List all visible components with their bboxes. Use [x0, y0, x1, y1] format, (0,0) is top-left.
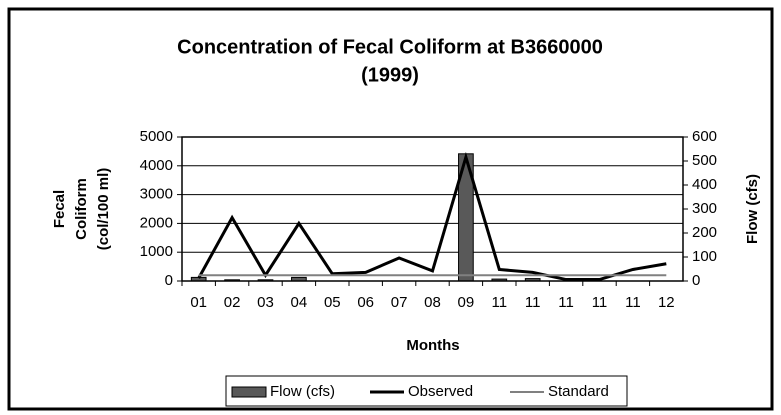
x-tick-label: 04 [291, 294, 308, 311]
y-axis-label: (col/100 ml) [95, 168, 112, 251]
y-tick-label: 0 [165, 272, 173, 289]
x-tick-label: 05 [324, 294, 341, 311]
y2-tick-label: 0 [692, 272, 700, 289]
x-tick-label: 12 [658, 294, 675, 311]
y-tick-label: 4000 [140, 157, 173, 174]
x-tick-label: 09 [458, 294, 475, 311]
y-axis-label: Fecal [51, 190, 68, 228]
y2-tick-label: 200 [692, 224, 717, 241]
legend-label: Standard [548, 383, 609, 400]
y-axis-label: Coliform [73, 178, 90, 240]
y2-tick-label: 100 [692, 248, 717, 265]
y2-tick-label: 300 [692, 200, 717, 217]
x-axis-label: Months [406, 337, 459, 354]
x-tick-label: 11 [558, 294, 574, 311]
x-tick-label: 03 [257, 294, 274, 311]
line-series [197, 151, 667, 282]
plot-border [181, 136, 684, 282]
chart-frame [7, 7, 774, 411]
y-tick-label: 1000 [140, 243, 173, 260]
chart-title: Concentration of Fecal Coliform at B3660… [177, 36, 603, 58]
x-tick-label: 11 [525, 294, 541, 311]
y-tick-label: 3000 [140, 186, 173, 203]
x-tick-label: 11 [625, 294, 641, 311]
y2-tick-label: 500 [692, 152, 717, 169]
legend-box [225, 375, 628, 407]
y2-tick-label: 400 [692, 176, 717, 193]
y-tick-label: 5000 [140, 128, 173, 145]
chart-subtitle: (1999) [361, 64, 419, 86]
x-tick-label: 02 [224, 294, 241, 311]
y2-axis-label: Flow (cfs) [744, 174, 761, 244]
y2-tick-label: 600 [692, 128, 717, 145]
legend-label: Observed [408, 383, 473, 400]
x-tick-label: 11 [592, 294, 608, 311]
x-tick-label: 06 [357, 294, 374, 311]
x-tick-label: 07 [391, 294, 408, 311]
legend-swatch [231, 386, 267, 398]
y-tick-label: 2000 [140, 214, 173, 231]
x-tick-label: 08 [424, 294, 441, 311]
x-tick-label: 11 [492, 294, 508, 311]
x-tick-label: 01 [190, 294, 207, 311]
legend-label: Flow (cfs) [270, 383, 335, 400]
